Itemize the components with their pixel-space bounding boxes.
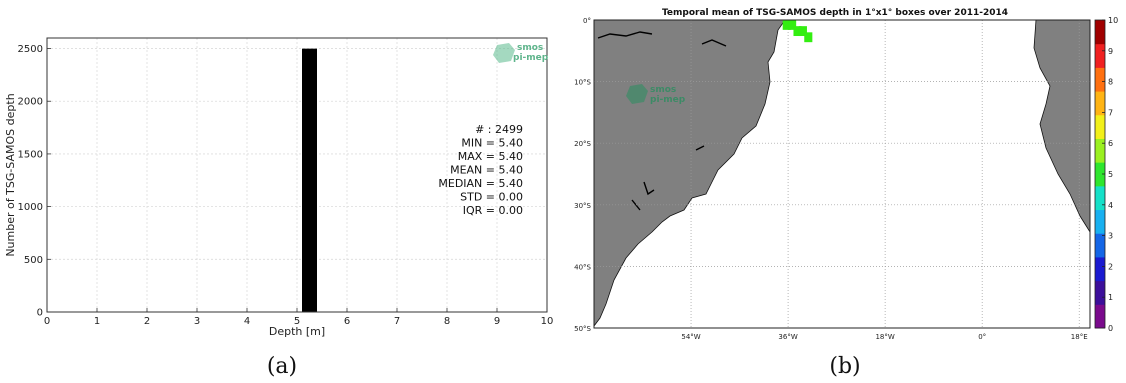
map-frame bbox=[593, 19, 1091, 329]
caption-a: (a) bbox=[267, 354, 297, 379]
colorbar-tick-label: 9 bbox=[1108, 47, 1113, 56]
histogram-y-tick-label: 1500 bbox=[18, 149, 43, 160]
histogram-stat-line: MAX = 5.40 bbox=[458, 150, 523, 163]
histogram-y-label: Number of TSG-SAMOS depth bbox=[4, 93, 17, 256]
map-lat-tick-label: 40°S bbox=[574, 263, 591, 271]
colorbar-tick-label: 2 bbox=[1108, 262, 1113, 271]
map-lon-tick-label: 54°W bbox=[681, 333, 700, 341]
map-logo-line2: pi-mep bbox=[650, 95, 686, 105]
map-data-cell bbox=[793, 26, 802, 37]
colorbar-segment bbox=[1095, 162, 1105, 187]
histogram-x-tick-label: 10 bbox=[541, 316, 554, 327]
histogram-stat-line: IQR = 0.00 bbox=[463, 204, 523, 217]
coastline-detail bbox=[701, 39, 727, 47]
map-data-cell bbox=[804, 32, 813, 43]
colorbar-segment bbox=[1095, 280, 1105, 305]
colorbar-segment bbox=[1095, 304, 1105, 329]
histogram-x-tick-label: 3 bbox=[194, 316, 200, 327]
colorbar-segment bbox=[1095, 20, 1105, 45]
histogram-x-tick-label: 4 bbox=[244, 316, 250, 327]
colorbar-segment bbox=[1095, 43, 1105, 68]
map-lon-tick-label: 0° bbox=[978, 333, 986, 341]
map-title: Temporal mean of TSG-SAMOS depth in 1°x1… bbox=[662, 8, 1008, 18]
map-lat-tick-label: 10°S bbox=[574, 79, 591, 87]
histogram-x-tick-label: 6 bbox=[344, 316, 350, 327]
histogram-x-ticks: 0 1 2 3 4 5 6 7 8 9 10 bbox=[44, 308, 554, 327]
histogram-y-tick-label: 500 bbox=[24, 255, 43, 266]
map-lat-tick-label: 20°S bbox=[574, 140, 591, 148]
histogram-x-tick-label: 5 bbox=[294, 316, 300, 327]
colorbar-tick-label: 10 bbox=[1108, 16, 1118, 25]
map-colorbar: 0 1 2 3 4 5 6 7 8 9 10 bbox=[1094, 16, 1118, 333]
coastline-detail bbox=[597, 31, 653, 39]
map-coast-detail bbox=[597, 31, 727, 211]
map-logo: smos pi-mep bbox=[626, 84, 686, 105]
coastline-detail bbox=[695, 145, 705, 151]
histogram-stat-line: MEDIAN = 5.40 bbox=[438, 177, 523, 190]
histogram-logo-icon bbox=[493, 43, 515, 63]
histogram-logo-line2: pi-mep bbox=[513, 53, 549, 63]
map-gridlines bbox=[594, 19, 1090, 329]
colorbar-tick-label: 7 bbox=[1108, 108, 1113, 117]
map-data-cell bbox=[782, 20, 791, 30]
map-data-cell bbox=[788, 20, 797, 30]
colorbar-segment bbox=[1095, 67, 1105, 92]
colorbar-segment bbox=[1095, 138, 1105, 163]
map-lat-tick-label: 0° bbox=[583, 17, 591, 25]
map-panel: Temporal mean of TSG-SAMOS depth in 1°x1… bbox=[574, 8, 1118, 341]
colorbar-tick-label: 1 bbox=[1108, 293, 1113, 302]
map-lon-ticks: 54°W 36°W 18°W 0° 18°E bbox=[681, 333, 1087, 341]
map-lat-tick-label: 50°S bbox=[574, 325, 591, 333]
histogram-x-label: Depth [m] bbox=[269, 325, 325, 338]
histogram-y-ticks: 0 500 1000 1500 2000 2500 bbox=[18, 44, 51, 319]
colorbar-tick-label: 5 bbox=[1108, 170, 1113, 179]
map-logo-line1: smos bbox=[650, 85, 676, 95]
histogram-stat-line: # : 2499 bbox=[475, 123, 523, 136]
colorbar-segment bbox=[1095, 91, 1105, 116]
colorbar-segment bbox=[1095, 114, 1105, 139]
caption-b: (b) bbox=[829, 354, 860, 379]
histogram-x-tick-label: 0 bbox=[44, 316, 50, 327]
histogram-y-tick-label: 2000 bbox=[18, 97, 43, 108]
histogram-bars bbox=[302, 48, 317, 312]
histogram-stat-line: MEAN = 5.40 bbox=[450, 164, 523, 177]
histogram-y-tick-label: 0 bbox=[37, 308, 43, 319]
histogram-x-tick-label: 8 bbox=[444, 316, 450, 327]
histogram-panel: 0 1 2 3 4 5 6 7 8 9 10 0 500 1000 1500 2000 2500 Depth … bbox=[4, 37, 554, 338]
map-lon-tick-label: 36°W bbox=[778, 333, 797, 341]
histogram-x-tick-label: 2 bbox=[144, 316, 150, 327]
map-data-cells bbox=[782, 20, 813, 43]
colorbar-tick-label: 3 bbox=[1108, 232, 1113, 241]
histogram-bar bbox=[302, 48, 317, 312]
colorbar-tick-label: 0 bbox=[1108, 324, 1113, 333]
colorbar-segment bbox=[1095, 185, 1105, 211]
histogram-logo: smos pi-mep bbox=[493, 43, 549, 63]
histogram-logo-line1: smos bbox=[517, 43, 543, 53]
map-logo-icon bbox=[626, 84, 648, 104]
colorbar-tick-label: 4 bbox=[1108, 201, 1113, 210]
map-lon-tick-label: 18°W bbox=[875, 333, 894, 341]
histogram-stat-line: STD = 0.00 bbox=[460, 191, 523, 204]
histogram-x-tick-label: 9 bbox=[494, 316, 500, 327]
histogram-stat-line: MIN = 5.40 bbox=[461, 137, 523, 150]
colorbar-segment bbox=[1095, 209, 1105, 234]
coastline-detail bbox=[643, 181, 655, 196]
colorbar-segment bbox=[1095, 256, 1105, 282]
colorbar-tick-label: 8 bbox=[1108, 78, 1113, 87]
colorbar-tick-label: 6 bbox=[1108, 139, 1113, 148]
map-lon-tick-label: 18°E bbox=[1071, 333, 1088, 341]
histogram-y-tick-label: 1000 bbox=[18, 202, 43, 213]
histogram-x-tick-label: 7 bbox=[394, 316, 400, 327]
histogram-x-tick-label: 1 bbox=[94, 316, 100, 327]
map-lat-ticks: 0° 10°S 20°S 30°S 40°S 50°S bbox=[574, 17, 591, 333]
colorbar-segment bbox=[1095, 233, 1105, 258]
histogram-y-tick-label: 2500 bbox=[18, 44, 43, 55]
map-lat-tick-label: 30°S bbox=[574, 202, 591, 210]
map-data-cell bbox=[798, 26, 807, 37]
